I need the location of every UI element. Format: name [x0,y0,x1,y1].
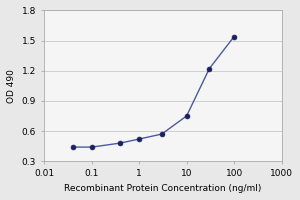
X-axis label: Recombinant Protein Concentration (ng/ml): Recombinant Protein Concentration (ng/ml… [64,184,262,193]
Y-axis label: OD 490: OD 490 [7,69,16,103]
